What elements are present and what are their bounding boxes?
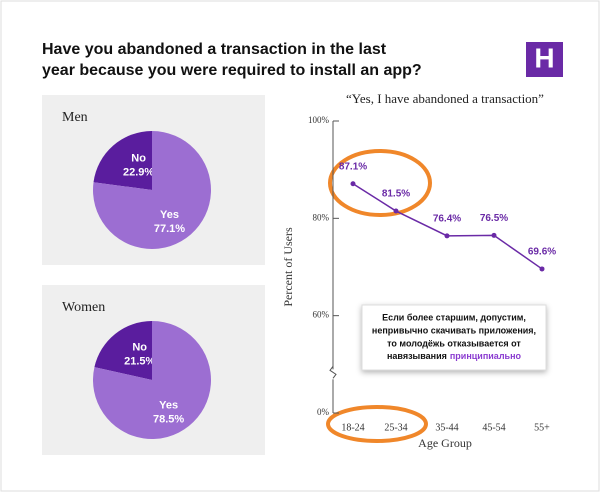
data-label: 87.1%: [339, 161, 367, 172]
y-tick-label: 0%: [317, 407, 330, 417]
annotation-line: Если более старшим, допустим,: [382, 312, 526, 322]
data-point: [539, 266, 545, 272]
x-tick-label: 45-54: [482, 422, 505, 433]
y-tick-label: 80%: [313, 212, 330, 222]
annotation-line: то молодёжь отказывается от: [387, 338, 521, 348]
pie-label: No: [132, 342, 147, 354]
axis-break-gap: [330, 369, 336, 380]
logo: H: [534, 42, 554, 73]
x-tick-label: 35-44: [435, 422, 458, 433]
pie-slice: [93, 131, 152, 190]
x-axis-title: Age Group: [418, 436, 472, 450]
annotation-line: навязывания принципиально: [387, 351, 522, 361]
annotation-text: навязывания: [387, 351, 447, 361]
data-point: [393, 208, 399, 214]
y-axis-title: Percent of Users: [281, 227, 295, 307]
title-line: Have you abandoned a transaction in the …: [42, 41, 387, 58]
chart-title: “Yes, I have abandoned a transaction”: [346, 91, 544, 106]
data-label: 76.5%: [480, 213, 508, 224]
data-label: 69.6%: [528, 247, 556, 258]
data-label: 81.5%: [382, 189, 410, 200]
title-line: year because you were required to instal…: [42, 62, 422, 79]
annotation-box: [361, 304, 547, 371]
data-label: 76.4%: [433, 213, 461, 224]
data-point: [491, 232, 497, 238]
axis-break: [329, 366, 337, 379]
pie-slice: [94, 321, 152, 380]
pie-value: 21.5%: [124, 356, 155, 368]
pie-label: Yes: [159, 400, 178, 412]
pie-label: No: [131, 152, 146, 164]
data-point: [350, 181, 356, 187]
highlight-circle: [326, 405, 428, 443]
pie-slice: [93, 131, 211, 249]
pie-value: 22.9%: [123, 166, 154, 178]
x-tick-label: 55+: [534, 422, 550, 433]
pie-title: Women: [62, 300, 105, 315]
highlight-circle: [328, 149, 432, 217]
pie-slice: [92, 321, 211, 440]
logo-box: [526, 42, 563, 77]
annotation: Если более старшим, допустим, непривычно …: [361, 304, 547, 371]
y-tick-label: 100%: [308, 115, 330, 125]
annotation-line: непривычно скачивать приложения,: [372, 325, 536, 335]
pie-label: Yes: [160, 209, 179, 221]
y-tick-label: 60%: [313, 310, 330, 320]
pie-value: 77.1%: [154, 223, 185, 235]
x-tick-label: 18-24: [341, 422, 364, 433]
pie-title: Men: [62, 110, 88, 125]
pie-value: 78.5%: [153, 414, 184, 426]
x-tick-label: 25-34: [384, 422, 407, 433]
data-point: [444, 233, 450, 239]
title: Have you abandoned a transaction in the …: [42, 41, 422, 79]
annotation-highlight: принципиально: [450, 351, 522, 361]
